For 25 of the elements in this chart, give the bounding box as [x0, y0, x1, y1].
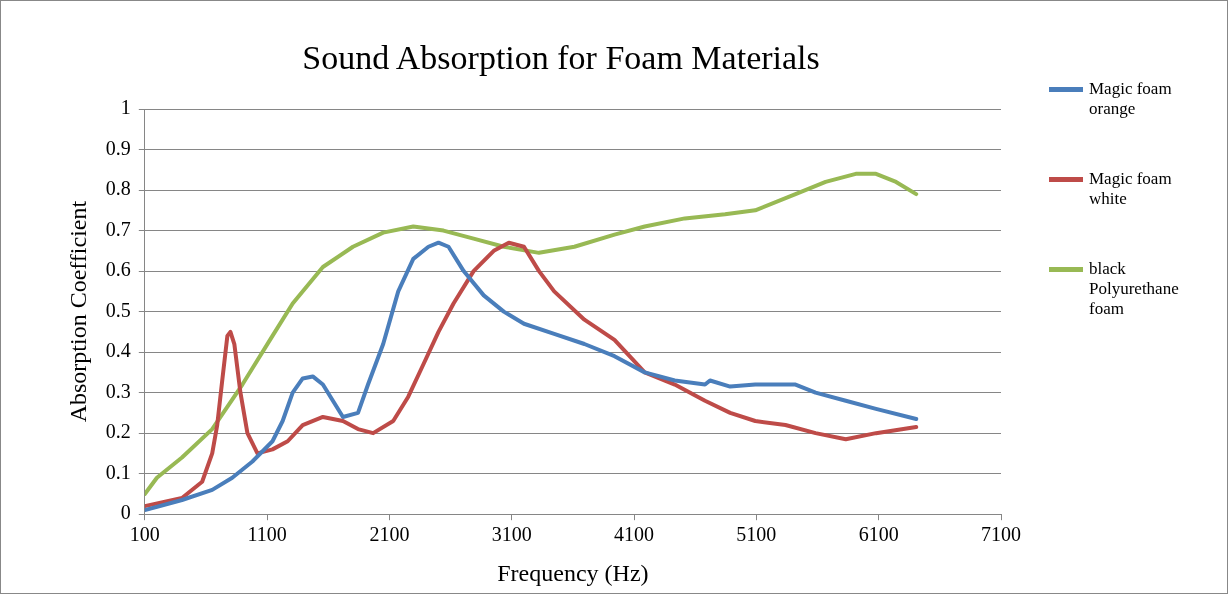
y-tick-label: 0.5	[105, 298, 131, 321]
y-tick-label: 1	[120, 96, 131, 119]
x-tick-label: 7100	[981, 523, 1021, 546]
y-tick-label: 0.9	[105, 136, 131, 159]
y-tick-label: 0.7	[105, 217, 131, 240]
y-tick-label: 0.1	[105, 460, 131, 483]
x-tick-label: 6100	[858, 523, 899, 546]
y-tick-label: 0	[120, 501, 131, 524]
x-axis-title: Frequency (Hz)	[497, 559, 649, 586]
x-tick-label: 3100	[491, 523, 532, 546]
x-tick-label: 2100	[369, 523, 410, 546]
y-tick-label: 0.2	[105, 420, 131, 443]
y-axis-title: Absorption Coefficient	[64, 200, 91, 423]
y-tick-label: 0.3	[105, 379, 131, 402]
legend-label: Magic foam white	[1089, 169, 1173, 209]
y-tick-label: 0.8	[105, 177, 131, 200]
legend-label: Magic foam orange	[1089, 79, 1173, 119]
x-tick-label: 4100	[614, 523, 655, 546]
legend-label: black Polyurethane foam	[1089, 259, 1180, 319]
x-tick-label: 1100	[247, 523, 287, 546]
chart-title: Sound Absorption for Foam Materials	[301, 39, 821, 77]
y-tick-label: 0.4	[105, 339, 131, 362]
x-tick-label: 5100	[736, 523, 777, 546]
y-tick-label: 0.6	[105, 258, 131, 281]
x-tick-label: 100	[129, 523, 160, 546]
